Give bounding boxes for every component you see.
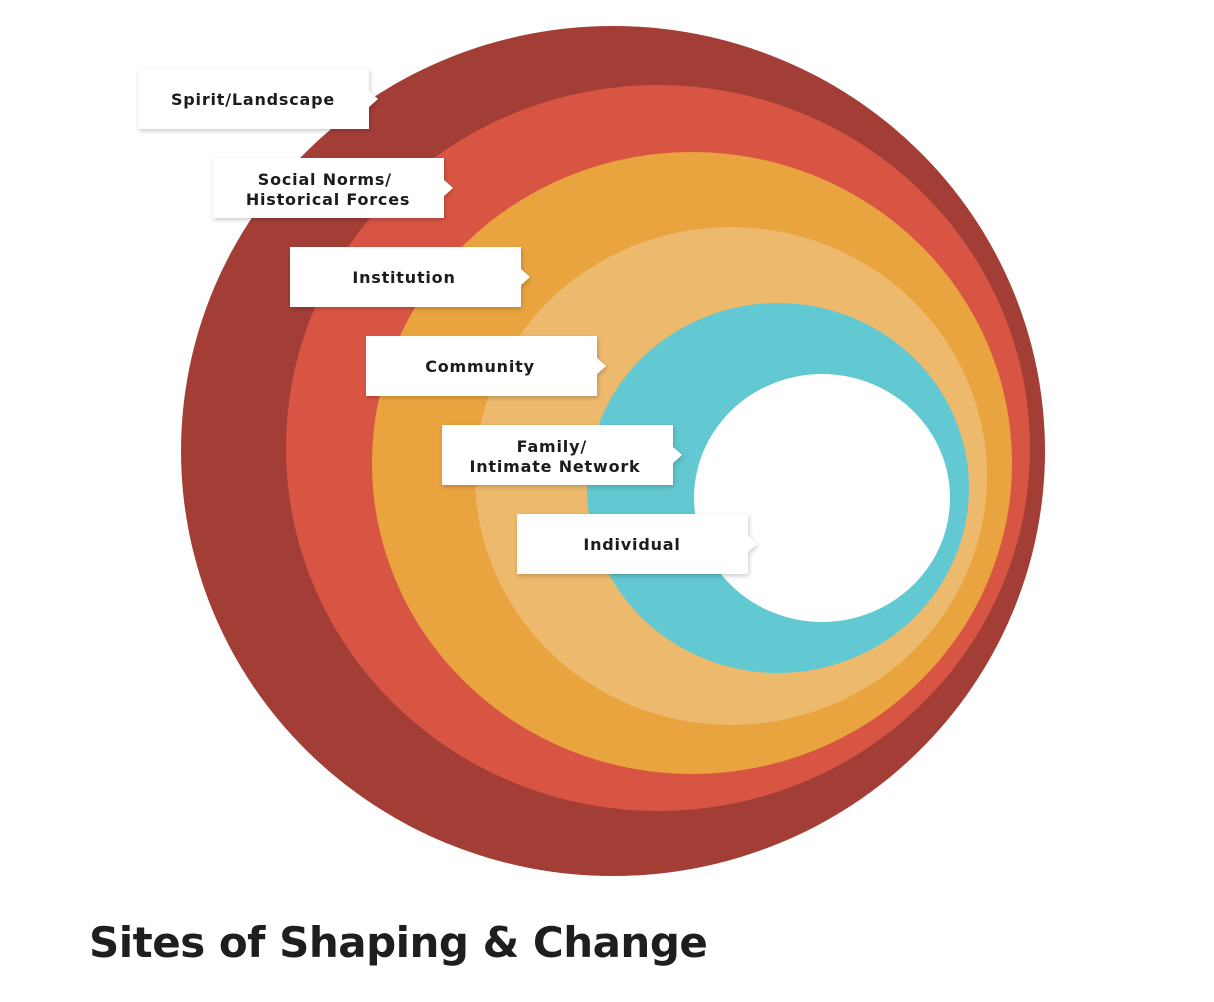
- label-text-individual: Individual: [583, 535, 680, 554]
- label-spirit-landscape: Spirit/Landscape: [138, 69, 378, 129]
- label-social-norms: Social Norms/ Historical Forces: [213, 158, 453, 218]
- label-community: Community: [366, 336, 606, 396]
- label-institution: Institution: [290, 247, 530, 307]
- page-title: Sites of Shaping & Change: [89, 918, 708, 967]
- label-text-institution: Institution: [352, 268, 455, 287]
- nested-circles-diagram: Spirit/Landscape Social Norms/ Historica…: [138, 26, 1045, 876]
- svg-text:Community: Community: [425, 357, 535, 376]
- label-text-family-line1: Family/: [517, 437, 587, 456]
- svg-text:Family/ Intimate Network: Family/ Intimate Network: [469, 437, 640, 476]
- label-text-social-norms-line1: Social Norms/: [258, 170, 392, 189]
- label-text-social-norms-line2: Historical Forces: [246, 190, 410, 209]
- label-text-family-line2: Intimate Network: [469, 457, 640, 476]
- svg-text:Spirit/Landscape: Spirit/Landscape: [171, 90, 335, 109]
- svg-text:Individual: Individual: [583, 535, 680, 554]
- label-text-community: Community: [425, 357, 535, 376]
- svg-text:Institution: Institution: [352, 268, 455, 287]
- label-individual: Individual: [517, 514, 757, 574]
- layer-circle-individual: [694, 374, 950, 622]
- label-family: Family/ Intimate Network: [442, 425, 682, 485]
- svg-text:Social Norms/ Historical: Social Norms/ Historical Forces: [246, 170, 410, 209]
- label-text-spirit-landscape: Spirit/Landscape: [171, 90, 335, 109]
